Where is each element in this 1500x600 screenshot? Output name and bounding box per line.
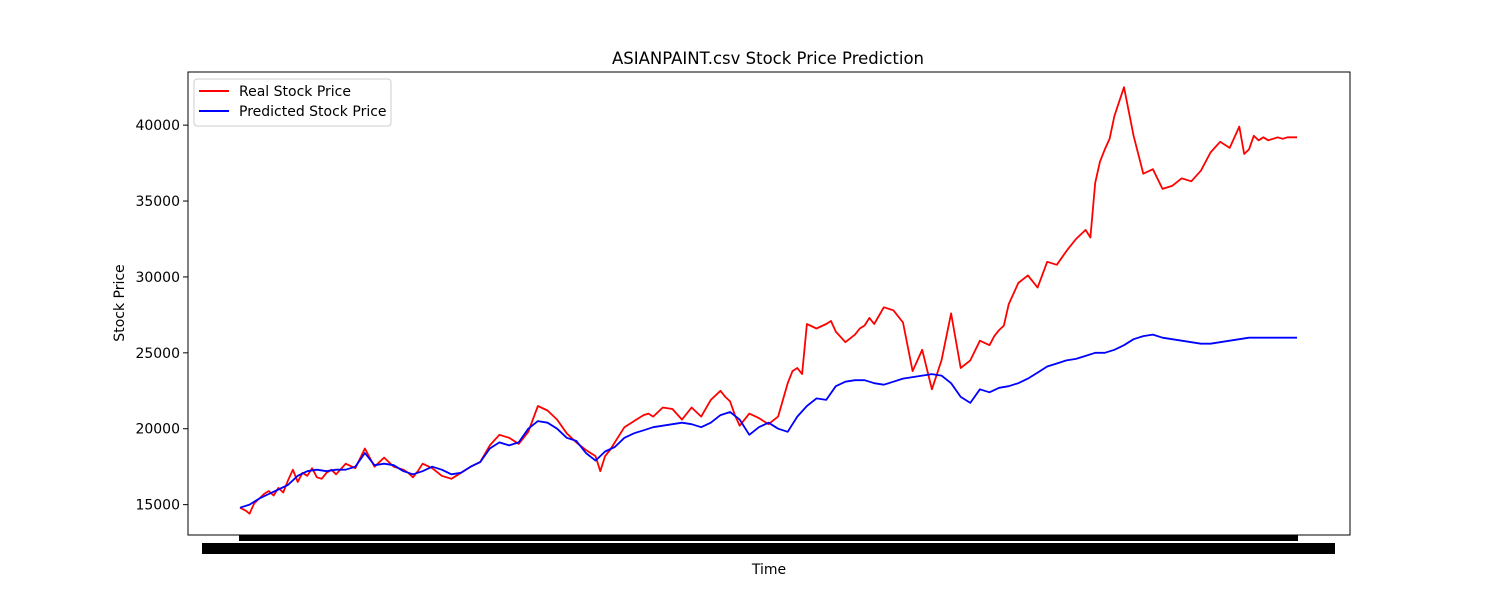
x-axis-label: Time xyxy=(751,562,786,578)
x-tick-label-clutter xyxy=(202,543,1335,554)
y-tick-label: 25000 xyxy=(135,346,180,362)
x-tick-marks xyxy=(202,535,1335,554)
plot-area: 15000 20000 25000 30000 35000 40000 xyxy=(135,71,1351,554)
legend-box xyxy=(193,78,392,127)
legend: Real Stock Price Predicted Stock Price xyxy=(193,78,392,127)
series-line-real xyxy=(239,86,1297,515)
y-axis-label: Stock Price xyxy=(112,264,128,341)
y-tick-label: 20000 xyxy=(135,422,180,438)
y-tick-label: 40000 xyxy=(135,118,180,134)
x-tick-band xyxy=(239,535,1298,541)
y-tick-label: 35000 xyxy=(135,194,180,210)
y-tick-label: 30000 xyxy=(135,270,180,286)
series-lines xyxy=(239,86,1297,515)
y-tick-label: 15000 xyxy=(135,498,180,514)
y-axis-ticks: 15000 20000 25000 30000 35000 40000 xyxy=(135,118,188,514)
legend-label-predicted: Predicted Stock Price xyxy=(239,104,387,120)
chart-title: ASIANPAINT.csv Stock Price Prediction xyxy=(612,49,924,68)
series-line-predicted xyxy=(239,333,1297,509)
plot-background xyxy=(188,72,1350,535)
plot-frame xyxy=(187,71,1351,536)
legend-label-real: Real Stock Price xyxy=(239,84,351,100)
